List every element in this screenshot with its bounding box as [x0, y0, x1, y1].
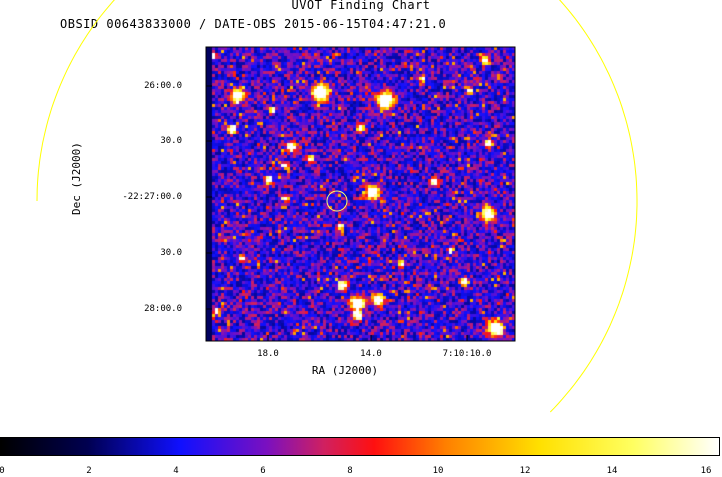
colorbar-tick-label: 6 — [260, 466, 266, 476]
colorbar-tick-label: 2 — [86, 466, 92, 476]
image-frame — [205, 46, 516, 342]
target-circle — [326, 190, 348, 212]
y-tick-label: -22:27:00.0 — [122, 192, 182, 202]
x-tick-marks — [267, 335, 468, 341]
x-tick-label: 7:10:10.0 — [442, 349, 492, 359]
y-tick-label: 28:00.0 — [144, 304, 182, 314]
chart-title: UVOT Finding Chart — [291, 0, 431, 12]
observation-subtitle: OBSID 00643833000 / DATE-OBS 2015-06-15T… — [60, 17, 447, 31]
colorbar-tick-label: 12 — [519, 466, 531, 476]
colorbar-tick-label: 16 — [700, 466, 712, 476]
colorbar-tick-label: 0 — [0, 466, 5, 476]
field-of-view-arc — [36, 0, 638, 413]
x-axis-label: RA (J2000) — [311, 364, 379, 377]
y-tick-label: 30.0 — [160, 136, 182, 146]
y-tick-marks — [206, 85, 212, 310]
colorbar-tick-label: 10 — [432, 466, 444, 476]
colorbar-tick-label: 14 — [606, 466, 618, 476]
colorbar-tick-label: 8 — [347, 466, 353, 476]
colorbar — [0, 437, 720, 456]
x-tick-label: 18.0 — [257, 349, 279, 359]
y-tick-label: 30.0 — [160, 248, 182, 258]
colorbar-tick-label: 4 — [173, 466, 179, 476]
sky-image — [206, 47, 515, 341]
x-tick-label: 14.0 — [360, 349, 382, 359]
y-tick-label: 26:00.0 — [144, 81, 182, 91]
y-axis-label: Dec (J2000) — [70, 142, 83, 215]
